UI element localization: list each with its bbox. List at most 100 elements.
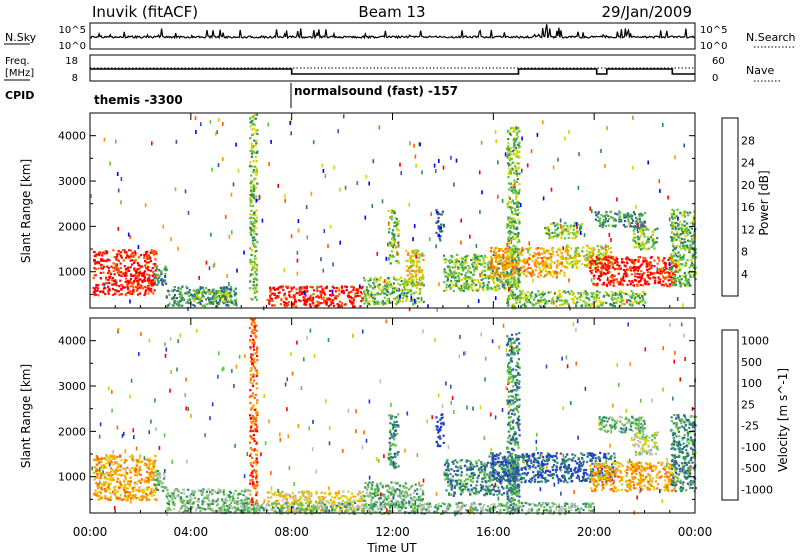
data-cell <box>220 289 224 292</box>
data-cell <box>518 189 521 192</box>
data-cell <box>412 260 416 263</box>
data-cell <box>683 284 686 287</box>
data-cell <box>367 293 370 296</box>
data-cell <box>311 302 314 305</box>
data-cell <box>340 304 343 307</box>
data-cell <box>567 245 570 248</box>
data-cell <box>367 303 370 306</box>
data-cell <box>186 291 189 294</box>
data-cell <box>395 302 398 305</box>
data-cell <box>637 302 640 305</box>
data-cell <box>644 225 647 228</box>
data-cell <box>293 296 296 299</box>
data-cell <box>163 280 166 283</box>
data-cell <box>491 264 494 267</box>
data-cell <box>507 148 511 151</box>
data-cell <box>686 227 689 230</box>
data-cell <box>637 267 640 270</box>
data-cell <box>145 266 148 269</box>
data-cell <box>422 273 425 276</box>
data-cell <box>573 260 576 263</box>
data-cell <box>460 218 462 223</box>
data-cell <box>255 195 258 198</box>
data-cell <box>659 272 662 275</box>
data-cell <box>286 285 289 288</box>
data-cell <box>119 279 122 282</box>
data-cell <box>235 142 237 147</box>
data-cell <box>496 271 499 274</box>
data-cell <box>150 478 153 482</box>
data-cell <box>565 246 568 249</box>
data-cell <box>511 253 514 256</box>
data-cell <box>589 305 592 308</box>
data-cell <box>595 214 598 217</box>
data-cell <box>256 241 259 244</box>
data-cell <box>690 244 693 247</box>
data-cell <box>134 467 137 470</box>
data-cell <box>576 297 579 300</box>
data-cell <box>642 224 645 227</box>
data-cell <box>507 283 510 286</box>
data-cell <box>594 218 597 221</box>
data-cell <box>618 264 621 267</box>
data-cell <box>510 283 513 287</box>
data-cell <box>556 271 559 274</box>
data-cell <box>617 268 620 271</box>
data-cell <box>621 302 624 305</box>
data-cell <box>209 300 212 303</box>
data-cell <box>147 269 150 272</box>
data-cell <box>476 254 479 257</box>
data-cell <box>624 265 627 268</box>
data-cell <box>690 235 693 238</box>
data-cell <box>516 131 519 134</box>
data-cell <box>391 254 394 257</box>
data-cell <box>563 222 566 225</box>
data-cell <box>614 261 617 264</box>
data-cell <box>568 256 571 259</box>
data-cell <box>123 458 127 461</box>
data-cell <box>513 258 516 261</box>
data-cell <box>585 265 589 268</box>
data-cell <box>236 493 239 496</box>
data-cell <box>113 470 116 473</box>
data-cell <box>97 457 100 461</box>
data-cell <box>143 286 146 289</box>
data-cell <box>173 286 176 289</box>
data-cell <box>150 290 153 293</box>
data-cell <box>151 279 154 282</box>
data-cell <box>597 258 600 261</box>
data-cell <box>162 485 165 489</box>
data-cell <box>628 220 631 225</box>
data-cell <box>136 460 139 463</box>
data-cell <box>100 486 103 489</box>
data-cell <box>558 247 561 250</box>
data-cell <box>365 289 368 292</box>
data-cell <box>172 492 175 495</box>
data-cell <box>254 296 257 299</box>
data-cell <box>218 300 221 303</box>
data-cell <box>584 293 588 296</box>
data-cell <box>599 272 602 275</box>
data-cell <box>135 277 138 280</box>
data-cell <box>98 262 101 265</box>
data-cell <box>333 165 335 170</box>
data-cell <box>541 264 544 267</box>
data-cell <box>671 232 674 235</box>
data-cell <box>544 264 547 267</box>
y-tick-label: 3000 <box>58 175 86 188</box>
data-cell <box>540 252 543 255</box>
colorbar-tick-label: 20 <box>741 179 755 192</box>
data-cell <box>128 249 131 252</box>
data-cell <box>580 231 582 235</box>
data-cell <box>529 246 532 250</box>
data-cell <box>673 247 676 250</box>
data-cell <box>391 285 394 288</box>
data-cell <box>150 471 153 474</box>
data-cell <box>268 162 270 167</box>
data-cell <box>595 270 598 273</box>
data-cell <box>633 279 637 282</box>
data-cell <box>112 280 115 283</box>
data-cell <box>126 284 129 287</box>
data-cell <box>645 259 648 262</box>
data-cell <box>131 456 134 459</box>
